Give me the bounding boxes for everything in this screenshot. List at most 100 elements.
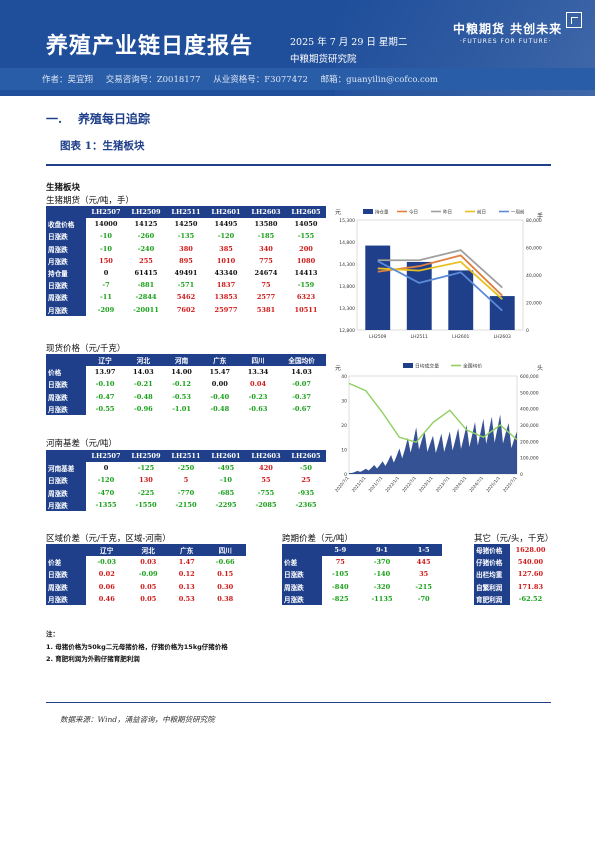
table-cell: 0.06 [98, 582, 115, 591]
row-label: 收盘价格 [46, 218, 86, 231]
series-line-一周前 [377, 260, 503, 312]
brand-logo-icon [566, 12, 582, 28]
price-line [348, 382, 518, 443]
table-row: 日涨跌 -10 -260 -135 -120 -185 -155 [46, 230, 326, 243]
table-cell: -0.37 [292, 392, 311, 401]
column-header: 全国均价 [277, 354, 326, 367]
author-license: 交易咨询号：Z0018177 [105, 75, 201, 85]
row-label: 月涨跌 [46, 254, 86, 267]
y2-tick-label: 40,000 [526, 273, 542, 279]
row-label: 仔猪价格 [474, 556, 510, 569]
table-cell: -0.48 [210, 404, 230, 413]
table-row: 月涨跌 -0.55 -0.96 -1.01 -0.48 -0.63 -0.67 [46, 402, 326, 415]
column-header: LH2603 [246, 206, 286, 219]
table-cell: 0 [103, 269, 109, 278]
table-cell: -0.67 [292, 404, 311, 413]
table-cell: 0.03 [140, 558, 157, 567]
table-cell: 0.12 [178, 570, 195, 579]
futures-curve-chart: 元 手 12,800 13,300 13,800 14,300 14,800 15,300 0 2… [335, 209, 543, 341]
column-header: 5-9 [322, 544, 359, 557]
row-label: 周涨跌 [46, 486, 86, 499]
table-cell: 0.53 [178, 594, 195, 603]
table-cell: -1550 [135, 500, 157, 509]
table-cell: 13853 [214, 293, 238, 302]
other-title: 其它（元/头，千克） [474, 534, 554, 544]
table-cell: 55 [261, 476, 271, 485]
table-cell: -825 [332, 594, 349, 603]
table-cell: -105 [332, 570, 349, 579]
table-cell: -10 [100, 232, 112, 241]
x-tick-label: 2022/7/1 [401, 475, 417, 493]
table-cell: 255 [139, 256, 153, 265]
note-item: 2. 育肥利润为外购仔猪育肥利润 [46, 655, 140, 663]
table-cell: 15.47 [209, 368, 231, 377]
table-cell: -0.09 [138, 570, 158, 579]
y-tick-label: 30 [341, 399, 347, 405]
table-cell: 24674 [254, 269, 278, 278]
table-cell: 380 [179, 244, 193, 253]
table-row: 河南基差 0 -125 -250 -495 420 -50 [46, 462, 326, 475]
y2-tick-label: 80,000 [526, 218, 542, 224]
table-cell: -0.03 [97, 558, 117, 567]
table-cell: -159 [297, 281, 315, 290]
table-row: 自繁利润 171.83 [474, 580, 551, 593]
table-cell: 0.02 [98, 570, 115, 579]
table-cell: 14495 [214, 220, 238, 229]
open-interest-bar [365, 245, 391, 330]
table-cell: -209 [97, 305, 115, 314]
table-row: 月涨跌 150 255 895 1010 775 1080 [46, 254, 326, 267]
block-title: 生猪板块 [46, 183, 81, 193]
source-rule [46, 702, 551, 703]
table-row: 日涨跌 0.02 -0.09 0.12 0.15 [46, 568, 246, 581]
table-cell: 200 [299, 244, 313, 253]
table-cell: 340 [259, 244, 273, 253]
y-tick-label: 13,300 [339, 306, 355, 312]
x-tick-label: LH2511 [411, 334, 428, 340]
column-header: LH2605 [286, 450, 326, 463]
table-cell: 14413 [294, 269, 318, 278]
table-cell: 49491 [174, 269, 198, 278]
table-cell: -11 [100, 293, 112, 302]
x-tick-label: 2020/7/1 [334, 475, 350, 493]
table-row: 价差 -0.03 0.03 1.47 -0.66 [46, 556, 246, 569]
row-label: 育肥利润 [474, 592, 510, 605]
table-cell: -10 [100, 244, 112, 253]
legend-label: 前日 [477, 209, 486, 216]
table-cell: 0.13 [178, 582, 195, 591]
author-qualification: 从业资格号：F3077472 [213, 75, 308, 85]
table-cell: 6323 [296, 293, 316, 302]
table-cell: 14.03 [291, 368, 312, 377]
table-cell: 0.38 [217, 594, 234, 603]
table-cell: 5 [183, 476, 189, 485]
table-row: 日涨跌 -7 -881 -571 1837 75 -159 [46, 279, 326, 292]
legend-label: 昨日 [443, 209, 452, 216]
table-row: 价差 75 -370 445 [282, 556, 442, 569]
y-axis-unit: 元 [335, 209, 341, 216]
legend-label: 全国均价 [463, 363, 482, 370]
other-table: 母猪价格 1628.00 仔猪价格 540.00 出栏均重 127.60 自繁利润 171.8… [474, 544, 551, 605]
table-cell: -320 [373, 582, 391, 591]
table-cell: 14050 [294, 220, 318, 229]
table-cell: 0.46 [98, 594, 115, 603]
table-cell: -0.48 [133, 392, 153, 401]
calendar-table: 5-9 9-1 1-5 价差 75 -370 445 日涨跌 -105 -140 35 周涨跌 -840… [282, 544, 442, 605]
basis-table: LH2507 LH2509 LH2511 LH2601 LH2603 LH2605 河南基差… [46, 450, 326, 511]
table-cell: -0.66 [215, 558, 235, 567]
column-header: 辽宁 [86, 354, 125, 367]
column-header: LH2601 [206, 450, 246, 463]
x-tick-label: 2021/1/1 [351, 475, 367, 493]
table-cell: 43340 [214, 269, 238, 278]
x-tick-label: 2024/7/1 [468, 475, 484, 493]
row-label: 河南基差 [46, 462, 86, 475]
table-corner [46, 544, 86, 557]
table-cell: 127.60 [517, 570, 544, 579]
column-header: 1-5 [405, 544, 442, 557]
table-row: 月涨跌 0.46 0.05 0.53 0.38 [46, 592, 246, 605]
plot-frame [356, 219, 524, 331]
table-row: 日涨跌 -120 130 5 -10 55 25 [46, 474, 326, 487]
column-header: LH2511 [166, 450, 206, 463]
table-cell: 35 [419, 570, 429, 579]
table-cell: 7602 [176, 305, 196, 314]
table-row: 日涨跌 -0.10 -0.21 -0.12 0.00 0.04 -0.07 [46, 378, 326, 391]
table-cell: 130 [139, 476, 153, 485]
